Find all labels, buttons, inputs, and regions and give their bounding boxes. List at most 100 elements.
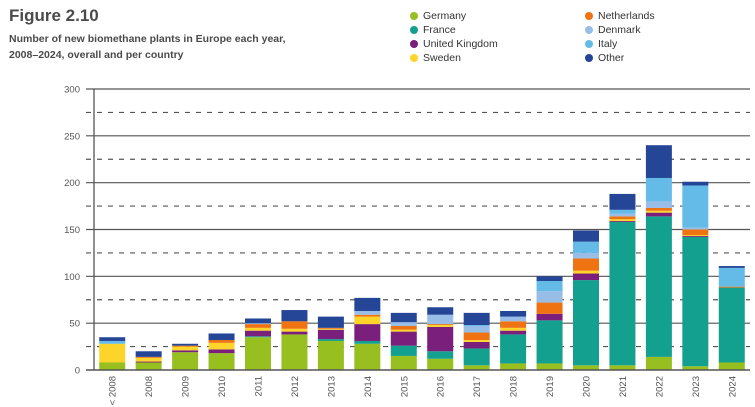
bar-segment-germany bbox=[208, 353, 235, 370]
y-tick-label: 250 bbox=[64, 131, 80, 142]
bar-segment-germany bbox=[645, 356, 672, 370]
bar-segment-netherlands bbox=[427, 324, 454, 326]
bar-segment-other bbox=[645, 145, 672, 178]
x-tick-label: 2011 bbox=[254, 376, 265, 396]
bar-segment-other bbox=[573, 230, 599, 242]
x-tick-label: 2020 bbox=[582, 376, 593, 397]
legend-swatch bbox=[585, 12, 593, 20]
x-tick-label: 2019 bbox=[545, 376, 556, 397]
bar-segment-united-kingdom bbox=[281, 331, 308, 335]
legend-label: Germany bbox=[423, 10, 467, 22]
y-tick-label: 150 bbox=[64, 225, 80, 236]
x-tick-label: 2008 bbox=[144, 376, 155, 397]
bar-segment-united-kingdom bbox=[172, 350, 199, 353]
legend-swatch bbox=[410, 12, 418, 20]
bar-segment-italy bbox=[573, 241, 599, 253]
bar-segment-germany bbox=[99, 362, 126, 370]
bar-segment-united-kingdom bbox=[463, 341, 490, 349]
bar-segment-france bbox=[317, 339, 344, 341]
bar-segment-united-kingdom bbox=[245, 330, 271, 337]
bar-segment-united-kingdom bbox=[609, 221, 636, 223]
bar-segment-other bbox=[427, 307, 454, 315]
legend-item-other: Other bbox=[585, 51, 624, 65]
legend-label: France bbox=[423, 24, 456, 36]
bar-segment-other bbox=[281, 310, 308, 322]
legend-swatch bbox=[410, 26, 418, 34]
bar-segment-germany bbox=[500, 363, 527, 370]
bar-segment-other bbox=[390, 312, 417, 323]
bar-segment-united-kingdom bbox=[354, 324, 381, 341]
bar-segment-france bbox=[463, 348, 490, 366]
bar-segment-italy bbox=[645, 177, 672, 202]
bar-segment-sweden bbox=[172, 346, 199, 351]
legend-item-italy: Italy bbox=[585, 37, 617, 51]
bar-segment-sweden bbox=[354, 316, 381, 325]
bar-segment-united-kingdom bbox=[208, 349, 235, 354]
legend-item-germany: Germany bbox=[410, 9, 466, 23]
bar-segment-netherlands bbox=[281, 321, 308, 329]
bar-segment-france bbox=[354, 340, 381, 344]
x-tick-label: 2014 bbox=[363, 376, 374, 397]
bar-segment-germany bbox=[427, 358, 454, 370]
bar-segment-united-kingdom bbox=[573, 273, 599, 281]
bar-segment-sweden bbox=[645, 210, 672, 213]
bar-segment-other bbox=[463, 312, 490, 326]
bar-segment-denmark bbox=[609, 213, 636, 217]
y-tick-label: 100 bbox=[64, 272, 80, 283]
bar-segment-germany bbox=[682, 366, 709, 370]
bar-segment-italy bbox=[682, 185, 709, 228]
legend-label: United Kingdom bbox=[423, 38, 498, 50]
bar-segment-sweden bbox=[390, 329, 417, 332]
bar-segment-germany bbox=[718, 362, 745, 370]
bar-segment-france bbox=[682, 236, 709, 367]
bar-segment-netherlands bbox=[536, 302, 563, 314]
bar-segment-netherlands bbox=[172, 345, 199, 347]
bar-segment-netherlands bbox=[208, 340, 235, 343]
x-tick-label: 2009 bbox=[181, 376, 192, 397]
bar-segment-denmark bbox=[427, 314, 454, 325]
bar-segment-germany bbox=[245, 337, 271, 370]
x-tick-label: 2018 bbox=[509, 376, 520, 397]
bar-segment-france bbox=[427, 351, 454, 359]
bar-segment-sweden bbox=[427, 325, 454, 327]
bar-segment-germany bbox=[281, 334, 308, 370]
bar-segment-denmark bbox=[645, 201, 672, 208]
bar-segment-sweden bbox=[208, 342, 235, 350]
y-tick-label: 0 bbox=[75, 366, 80, 377]
legend-swatch bbox=[585, 40, 593, 48]
bar-segment-france bbox=[718, 287, 745, 363]
bar-segment-denmark bbox=[573, 252, 599, 259]
bar-segment-netherlands bbox=[463, 332, 490, 341]
bar-segment-other bbox=[245, 318, 271, 324]
bar-segment-netherlands bbox=[390, 325, 417, 330]
bar-segment-germany bbox=[135, 362, 162, 370]
x-tick-label: 2023 bbox=[691, 376, 702, 397]
bar-segment-france bbox=[573, 280, 599, 366]
bar-segment-sweden bbox=[281, 328, 308, 332]
bar-segment-sweden bbox=[317, 328, 344, 330]
x-tick-label: < 2008 bbox=[108, 376, 119, 405]
x-tick-label: 2013 bbox=[326, 376, 337, 397]
bar-segment-other bbox=[135, 351, 162, 357]
bar-segment-netherlands bbox=[609, 216, 636, 220]
legend-swatch bbox=[410, 54, 418, 62]
legend-item-netherlands: Netherlands bbox=[585, 9, 655, 23]
legend-label: Italy bbox=[598, 38, 618, 50]
bar-segment-denmark bbox=[245, 323, 271, 325]
legend-item-france: France bbox=[410, 23, 456, 37]
bar-segment-netherlands bbox=[354, 314, 381, 317]
bar-segment-france bbox=[609, 222, 636, 366]
bar-segment-other bbox=[317, 316, 344, 328]
legend-label: Sweden bbox=[423, 52, 461, 64]
bar-segment-italy bbox=[99, 340, 126, 344]
bar-segment-other bbox=[609, 193, 636, 210]
x-tick-label: 2022 bbox=[654, 376, 665, 397]
bar-segment-germany bbox=[317, 340, 344, 370]
bar-segment-germany bbox=[609, 365, 636, 370]
legend-item-sweden: Sweden bbox=[410, 51, 461, 65]
bar-segment-other bbox=[500, 310, 527, 317]
bar-segment-germany bbox=[390, 355, 417, 370]
bar-segment-germany bbox=[573, 365, 599, 370]
x-tick-label: 2010 bbox=[217, 376, 228, 397]
bar-segment-sweden bbox=[573, 270, 599, 274]
